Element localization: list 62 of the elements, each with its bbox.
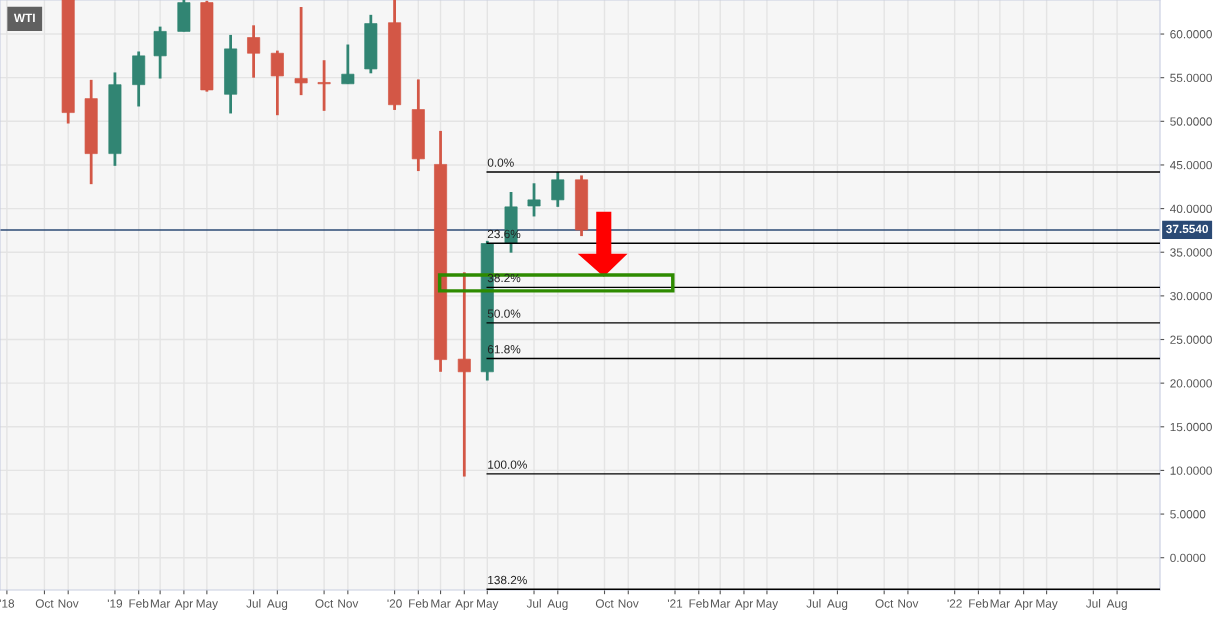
x-tick-label: May (196, 599, 218, 611)
candlestick (270, 49, 284, 117)
candlestick (341, 43, 355, 86)
x-tick-label: May (756, 599, 779, 611)
x-tick-label: Mar (711, 599, 731, 608)
text: WTI (13, 13, 35, 22)
y-tick-label: 60.0000 (1170, 30, 1212, 39)
x-tick-label: Oct (315, 599, 334, 608)
x-tick-label: Feb (969, 599, 989, 608)
x-tick-label: Aug (266, 599, 288, 611)
y-tick-label: 5.0000 (1170, 510, 1206, 519)
y-tick-label: 45.0000 (1169, 160, 1212, 170)
x-tick-label: Aug (826, 599, 848, 611)
y-tick-label: 25.0000 (1170, 335, 1212, 344)
x-tick-label: '21 (667, 599, 683, 608)
x-tick-label: Mar (431, 599, 451, 608)
x-tick-label: Nov (338, 599, 359, 608)
y-tick-label: 15.0000 (1170, 422, 1212, 432)
ref-line-label: 37.5540 (1166, 224, 1208, 234)
candlestick (317, 58, 331, 113)
x-tick-label: '22 (947, 599, 962, 608)
x-tick-label: Nov (898, 599, 919, 608)
annotation: 0.0% (487, 158, 514, 167)
candlestick (551, 170, 565, 209)
y-tick-label: 55.0000 (1170, 73, 1212, 83)
x-tick-label: Apr (734, 599, 753, 611)
x-tick-label: Oct (595, 599, 614, 608)
x-tick-label: Nov (58, 599, 79, 608)
x-tick-label: May (1036, 599, 1058, 611)
x-tick-label: Mar (150, 599, 171, 608)
x-tick-label: Jul (1085, 599, 1101, 608)
x-tick-label: Jul (526, 599, 541, 608)
candlestick (294, 5, 308, 97)
x-tick-label: Oct (35, 599, 54, 608)
x-tick-label: Jul (246, 599, 261, 608)
x-tick-label: Feb (129, 599, 149, 608)
y-tick-label: 30.0000 (1170, 291, 1212, 301)
annotation: 138.2% (488, 575, 527, 585)
x-tick-label: Aug (547, 599, 568, 611)
y-tick-label: 0.0000 (1170, 553, 1206, 563)
candlestick (247, 23, 261, 80)
y-tick-label: 40.0000 (1169, 204, 1212, 213)
x-tick-label: '20 (387, 599, 402, 608)
y-tick-label: 35.0000 (1170, 248, 1212, 257)
x-tick-label: Aug (1106, 599, 1127, 611)
x-tick-label: Apr (455, 599, 474, 611)
y-tick-label: 10.0000 (1170, 466, 1212, 475)
x-tick-label: '18 (0, 599, 15, 608)
x-tick-label: Oct (875, 599, 894, 608)
candlestick (527, 181, 541, 218)
x-tick-label: Feb (409, 599, 429, 608)
x-tick-label: Apr (174, 599, 193, 611)
x-tick-label: Mar (990, 599, 1010, 608)
x-tick-label: Feb (689, 599, 709, 608)
x-tick-label: '19 (107, 599, 123, 608)
y-tick-label: 20.0000 (1170, 379, 1212, 388)
x-tick-label: Jul (806, 599, 821, 608)
x-tick-label: May (477, 599, 499, 611)
x-tick-label: Nov (618, 599, 639, 608)
annotation: 100.0% (488, 460, 527, 469)
x-tick-label: Apr (1014, 599, 1033, 611)
y-tick-label: 50.0000 (1170, 117, 1212, 126)
